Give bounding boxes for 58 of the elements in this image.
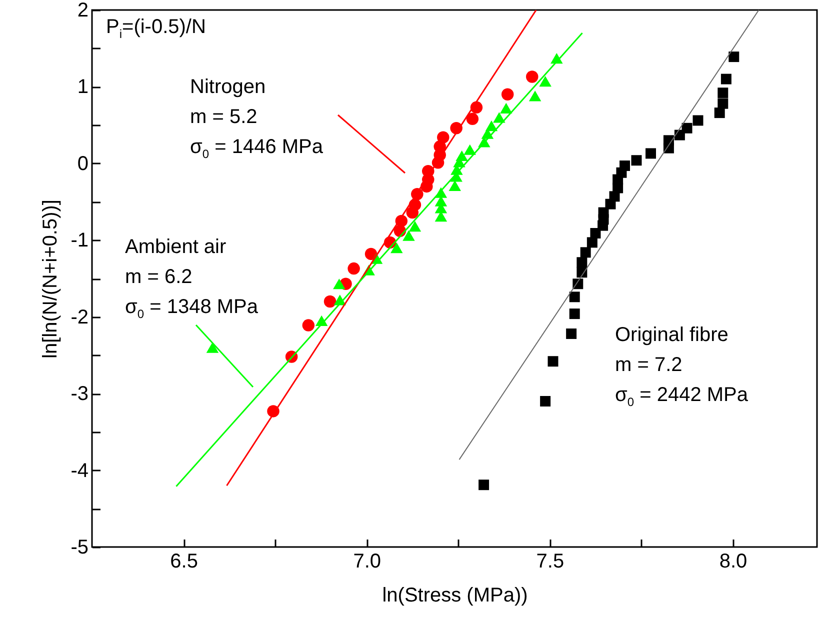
point bbox=[631, 155, 642, 166]
point bbox=[548, 356, 558, 367]
point bbox=[364, 248, 378, 260]
x-tick-label: 7.5 bbox=[536, 550, 564, 572]
point bbox=[720, 74, 732, 84]
point bbox=[580, 247, 591, 258]
point bbox=[348, 262, 360, 275]
point bbox=[692, 115, 704, 126]
annotation: Ambient air m = 6.2 σ$_{0}$ = 1348 MPa bbox=[125, 235, 258, 323]
point bbox=[478, 480, 490, 490]
point bbox=[576, 257, 588, 268]
point bbox=[590, 228, 601, 238]
point bbox=[718, 98, 728, 109]
y-tick-label: -2 bbox=[70, 306, 88, 328]
point bbox=[540, 396, 551, 406]
point bbox=[408, 221, 422, 232]
point bbox=[437, 131, 450, 144]
y-tick-label: 1 bbox=[77, 76, 88, 98]
point bbox=[663, 135, 674, 146]
point bbox=[501, 88, 514, 100]
point bbox=[206, 342, 219, 353]
x-axis-title: ln(Stress (MPa)) bbox=[382, 584, 528, 606]
point bbox=[569, 292, 580, 302]
point bbox=[569, 308, 580, 320]
point bbox=[728, 52, 740, 62]
point bbox=[566, 328, 577, 339]
point bbox=[456, 150, 468, 162]
y-tick-label: 0 bbox=[77, 152, 88, 175]
point bbox=[526, 70, 538, 83]
point bbox=[333, 278, 346, 290]
point bbox=[302, 319, 315, 332]
point bbox=[485, 120, 498, 132]
point bbox=[466, 112, 479, 126]
y-tick-label: -3 bbox=[70, 383, 88, 406]
annotation: P$_{i}$=(i-0.5)/N bbox=[106, 15, 206, 43]
point bbox=[718, 88, 728, 98]
point bbox=[324, 295, 336, 308]
annotation: Nitrogen m = 5.2 σ$_{0}$ = 1446 MPa bbox=[190, 75, 323, 163]
point bbox=[402, 230, 415, 241]
point bbox=[528, 90, 542, 102]
x-tick-label: 7.0 bbox=[353, 550, 382, 572]
annotation: Original fibre m = 7.2 σ$_{0}$ = 2442 MPa bbox=[615, 323, 748, 411]
point bbox=[500, 102, 512, 114]
x-tick-label: 6.5 bbox=[170, 550, 198, 572]
point bbox=[448, 180, 461, 191]
point bbox=[682, 122, 692, 134]
y-tick-label: -4 bbox=[70, 460, 88, 482]
y-axis-title: ln[ln(N/(N+i+0.5))] bbox=[40, 200, 62, 358]
point bbox=[598, 207, 609, 218]
point bbox=[646, 148, 656, 159]
point bbox=[620, 160, 630, 171]
point bbox=[464, 144, 476, 155]
point bbox=[390, 242, 403, 254]
y-tick-label: 2 bbox=[77, 0, 88, 22]
y-tick-label: -1 bbox=[70, 230, 88, 252]
x-tick-label: 8.0 bbox=[719, 550, 748, 572]
y-tick-label: -5 bbox=[70, 536, 88, 558]
point bbox=[539, 76, 552, 87]
